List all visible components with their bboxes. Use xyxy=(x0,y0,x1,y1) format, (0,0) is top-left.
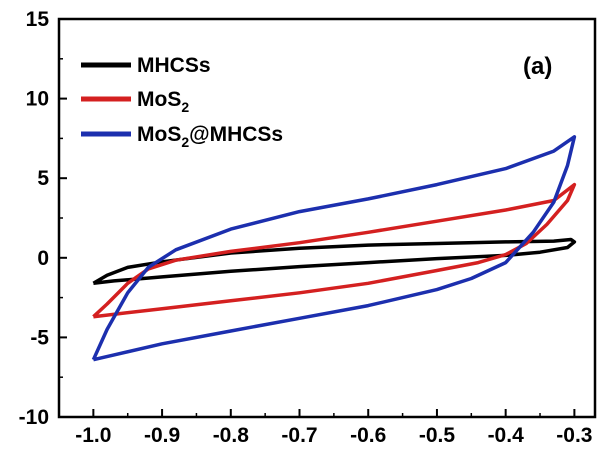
x-tick-label: -0.9 xyxy=(144,424,180,447)
x-tick-label: -0.5 xyxy=(419,424,456,447)
x-tick-label: -0.7 xyxy=(281,424,317,447)
x-tick-label: -1.0 xyxy=(75,424,111,447)
legend: MHCSs MoS2 MoS2@MHCSs xyxy=(81,54,283,150)
y-tick-label: 15 xyxy=(26,8,50,31)
x-tick-label: -0.3 xyxy=(556,424,592,447)
x-tick-label: -0.6 xyxy=(350,424,386,447)
y-axis: -10 -5 0 5 10 15 xyxy=(19,8,67,429)
legend-label: MoS2@MHCSs xyxy=(137,123,283,150)
legend-label: MHCSs xyxy=(137,54,211,77)
x-axis: -1.0 -0.9 -0.8 -0.7 -0.6 -0.5 -0.4 -0.3 xyxy=(75,409,592,447)
y-tick-label: 10 xyxy=(26,88,49,111)
x-tick-label: -0.8 xyxy=(213,424,250,447)
plot-frame xyxy=(57,17,597,419)
series-line-0 xyxy=(92,237,577,286)
legend-label: MoS2 xyxy=(137,88,189,115)
y-tick-label: 0 xyxy=(37,247,49,270)
series-line-1 xyxy=(92,182,577,319)
y-tick-label: -5 xyxy=(30,326,49,349)
y-tick-label: 5 xyxy=(37,167,49,190)
panel-label: (a) xyxy=(523,53,552,80)
series-line-2 xyxy=(91,135,577,362)
series-layer xyxy=(91,135,577,362)
y-tick-label: -10 xyxy=(19,406,49,429)
x-tick-label: -0.4 xyxy=(488,424,525,447)
